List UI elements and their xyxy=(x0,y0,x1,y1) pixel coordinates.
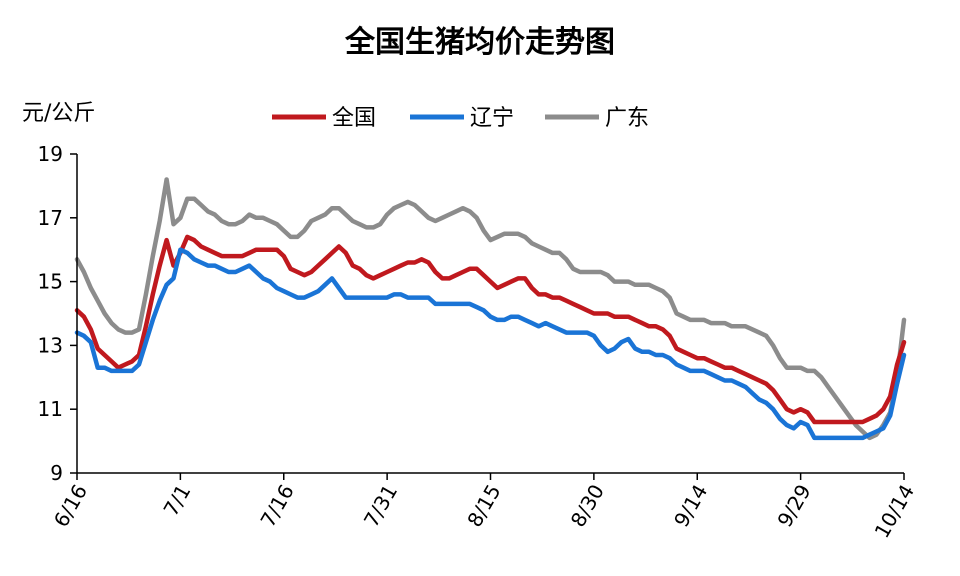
y-axis-ticks: 9 11 13 15 17 19 xyxy=(38,142,77,485)
x-tick-label: 9/29 xyxy=(772,480,815,531)
series-line-guangdong xyxy=(74,177,907,441)
x-tick-label: 10/14 xyxy=(869,480,919,542)
series-line-liaoning xyxy=(74,247,907,441)
y-tick-label: 17 xyxy=(38,206,63,230)
y-tick-label: 11 xyxy=(38,397,63,421)
legend-label: 辽宁 xyxy=(470,106,514,131)
legend-label: 广东 xyxy=(605,106,649,131)
series-lines xyxy=(74,177,907,441)
y-tick-label: 9 xyxy=(50,461,63,485)
x-tick-label: 7/16 xyxy=(256,480,299,531)
legend-label: 全国 xyxy=(332,106,376,131)
series-line-national xyxy=(74,234,907,425)
x-tick-label: 8/15 xyxy=(462,480,505,531)
x-tick-label: 7/31 xyxy=(359,480,402,531)
x-tick-label: 8/30 xyxy=(566,480,609,531)
chart-title: 全国生猪均价走势图 xyxy=(344,25,615,60)
y-tick-label: 19 xyxy=(38,142,63,166)
x-axis-ticks: 6/16 7/1 7/16 7/31 8/15 8/30 9/14 9/29 10/14 xyxy=(49,473,919,542)
y-tick-label: 13 xyxy=(38,333,63,357)
x-tick-label: 7/1 xyxy=(159,480,196,520)
y-axis-label: 元/公斤 xyxy=(22,101,95,126)
legend: 全国 辽宁 广东 xyxy=(272,106,649,131)
x-tick-label: 6/16 xyxy=(49,480,92,531)
y-tick-label: 15 xyxy=(38,270,63,294)
x-tick-label: 9/14 xyxy=(669,480,712,531)
